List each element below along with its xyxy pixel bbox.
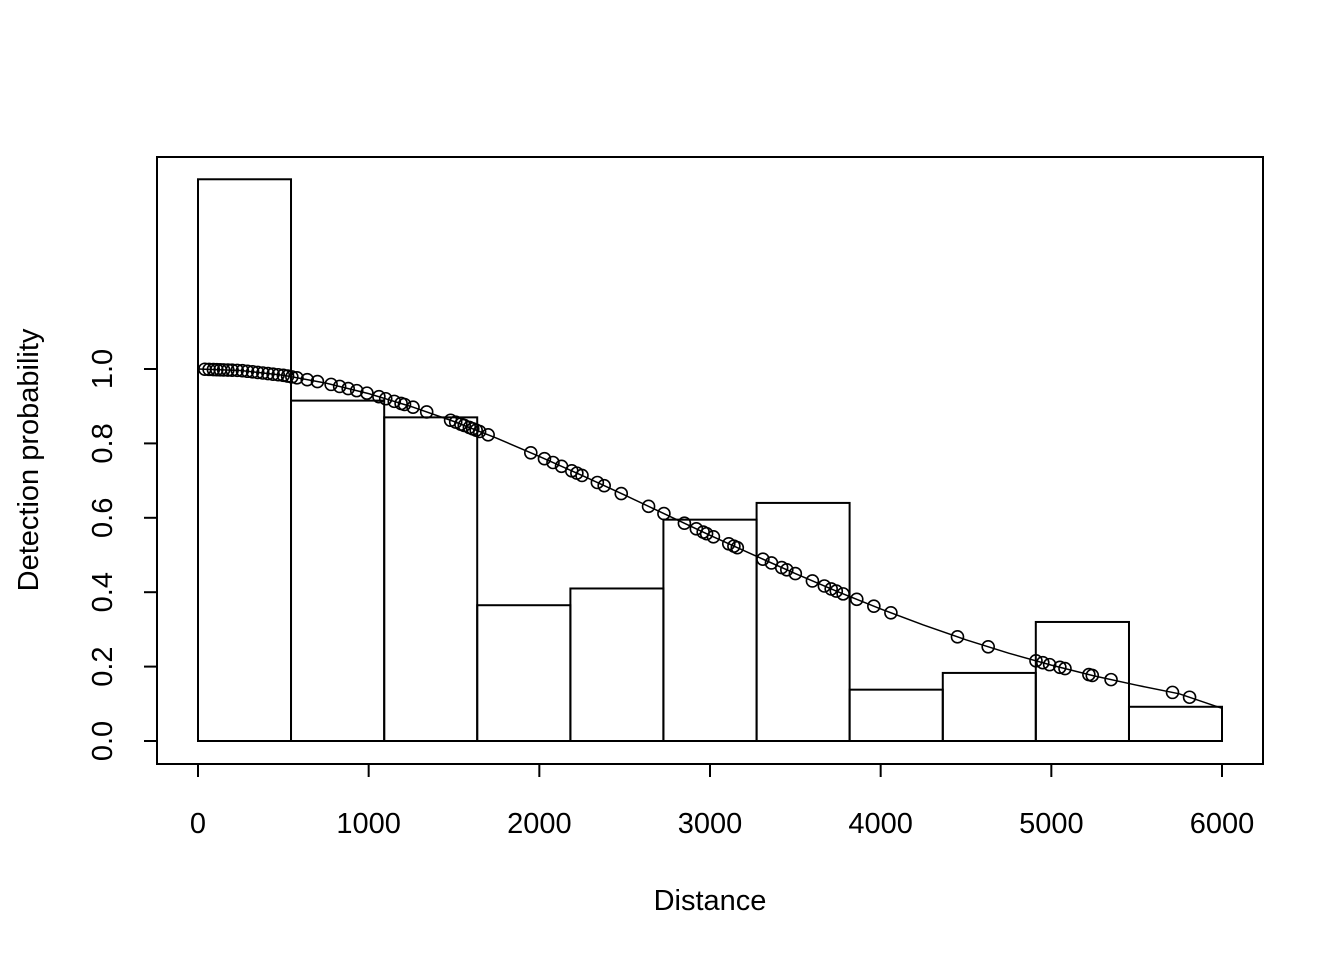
y-tick-label: 0.8 <box>87 423 119 463</box>
y-axis-label: Detection probability <box>13 328 45 591</box>
observation-point <box>641 499 656 514</box>
observation-point <box>235 363 250 378</box>
y-tick-label: 1.0 <box>87 349 119 389</box>
observation-point <box>981 639 995 654</box>
observation-point <box>245 365 260 379</box>
histogram-bar <box>662 518 758 742</box>
observation-point <box>1036 655 1050 670</box>
detection-curve <box>197 368 1223 710</box>
histogram-bar <box>1127 705 1224 742</box>
observation-point <box>341 381 355 396</box>
histogram-bar <box>197 178 293 742</box>
histogram-bar <box>848 688 944 742</box>
observation-point <box>310 374 325 389</box>
detection-curve-line <box>197 368 1223 710</box>
observation-point <box>285 370 299 384</box>
observation-point <box>817 579 832 593</box>
observation-point <box>614 486 629 501</box>
observation-point <box>699 526 714 541</box>
observation-point <box>1053 660 1067 675</box>
histogram-bar <box>569 587 665 742</box>
y-tick-label: 0.4 <box>87 572 119 612</box>
observation-point <box>523 445 538 460</box>
x-tick-label: 4000 <box>848 808 913 840</box>
observation-point <box>867 599 881 614</box>
x-axis: 0 1000 2000 3000 4000 5000 6000 <box>190 763 1255 840</box>
observation-point <box>271 367 286 382</box>
histogram-bar <box>476 604 572 742</box>
observation-point <box>730 540 745 555</box>
observation-point <box>202 362 216 377</box>
x-tick-label: 6000 <box>1190 808 1255 840</box>
x-axis-label: Distance <box>654 885 767 917</box>
observation-point <box>378 391 393 406</box>
observation-point <box>706 530 721 544</box>
observation-point <box>779 563 794 577</box>
y-tick-label: 0.0 <box>87 721 119 761</box>
observation-point <box>756 552 770 566</box>
observation-point <box>324 377 338 392</box>
x-tick-label: 3000 <box>678 808 743 840</box>
observation-point <box>597 478 611 493</box>
observation-point <box>546 455 560 470</box>
histogram-bar <box>941 671 1037 743</box>
observation-point <box>397 397 412 412</box>
observation-point <box>406 400 420 414</box>
observation-point <box>225 363 239 377</box>
observation-point <box>300 372 315 387</box>
observation-point <box>1058 661 1072 676</box>
y-tick-label: 0.2 <box>87 646 119 686</box>
observation-point <box>575 468 589 483</box>
observation-point <box>537 451 552 466</box>
observation-point <box>481 428 495 442</box>
histogram-bar <box>755 501 851 743</box>
observation-point <box>788 566 803 581</box>
observation-point <box>677 516 692 531</box>
observation-point <box>1029 654 1043 668</box>
observation-point <box>419 405 434 419</box>
observation-point <box>1182 690 1197 705</box>
observation-point <box>1104 672 1118 687</box>
observation-point <box>240 364 255 379</box>
observation-point <box>290 371 304 385</box>
observation-point <box>221 363 235 377</box>
observation-point <box>250 365 265 380</box>
observation-point <box>657 506 671 521</box>
observation-point <box>1085 668 1100 683</box>
observation-point <box>590 475 605 490</box>
observation-point <box>884 605 898 620</box>
x-tick-label: 2000 <box>507 808 572 840</box>
observation-point <box>256 366 270 380</box>
histogram-bars <box>197 178 1224 743</box>
observation-point <box>829 584 844 598</box>
observation-points <box>198 362 1197 705</box>
observation-point <box>261 366 275 381</box>
observation-point <box>805 574 820 588</box>
x-tick-label: 5000 <box>1019 808 1084 840</box>
y-tick-label: 0.6 <box>87 498 119 538</box>
observation-point <box>1165 685 1180 700</box>
histogram-bar <box>290 399 386 742</box>
observation-point <box>216 363 231 377</box>
observation-point <box>472 424 487 439</box>
histogram-bar <box>1034 620 1130 743</box>
observation-point <box>836 587 850 601</box>
observation-point <box>372 389 386 404</box>
x-tick-label: 1000 <box>336 808 401 840</box>
y-axis: 0.0 0.2 0.4 0.6 0.8 1.0 <box>87 349 158 761</box>
observation-point <box>266 367 280 381</box>
x-tick-label: 0 <box>190 808 206 840</box>
observation-point <box>1042 657 1057 672</box>
observation-point <box>230 363 245 378</box>
observation-point <box>332 379 347 394</box>
observation-point <box>360 386 374 400</box>
observation-point <box>849 592 864 607</box>
observation-point <box>950 630 965 644</box>
observation-point <box>349 383 364 398</box>
histogram-bar <box>383 416 479 742</box>
